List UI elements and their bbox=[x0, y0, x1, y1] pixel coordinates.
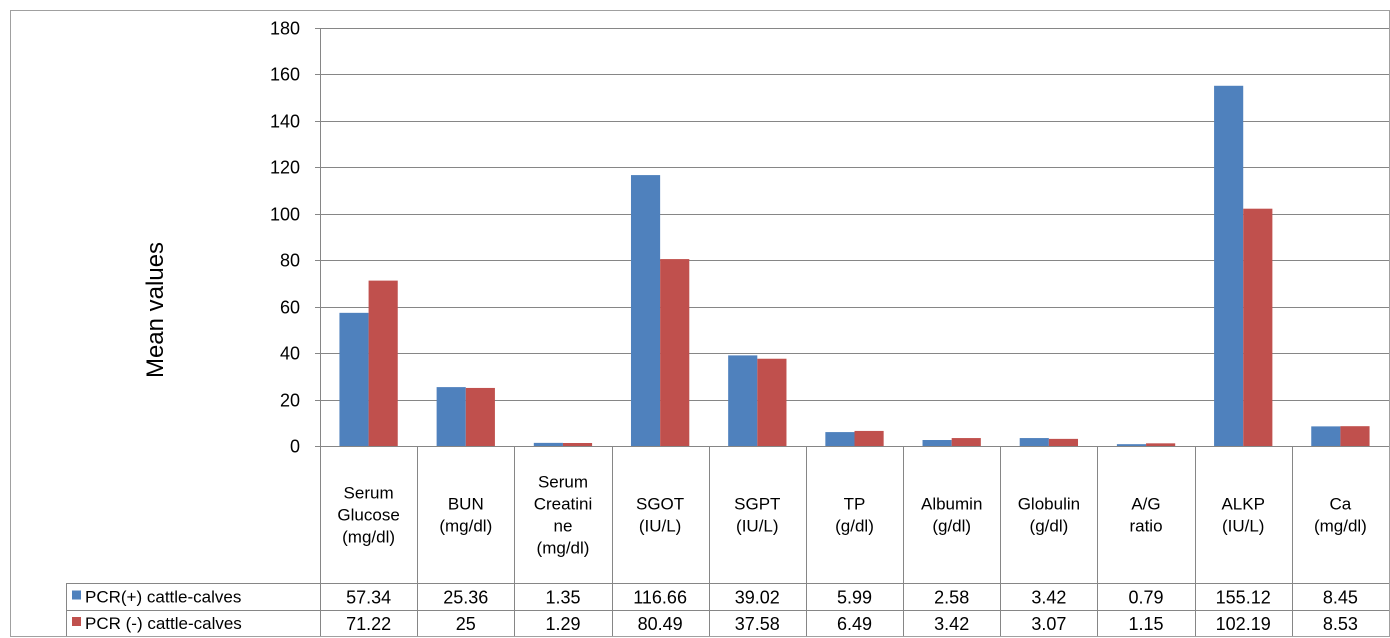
x-category-label: Serum Creatini ne (mg/dl) bbox=[534, 473, 593, 558]
y-tick-label: 180 bbox=[270, 19, 300, 39]
bar-pcr-negative bbox=[465, 387, 495, 446]
x-category-label: Albumin (g/dl) bbox=[921, 495, 982, 536]
legend-key bbox=[72, 617, 81, 626]
data-table-value: 102.19 bbox=[1216, 614, 1271, 634]
x-category-label: ALKP (IU/L) bbox=[1221, 495, 1264, 536]
x-category-label: SGPT (IU/L) bbox=[734, 495, 780, 536]
bar-pcr-negative bbox=[1048, 438, 1079, 446]
data-table-value: 3.07 bbox=[1031, 614, 1066, 634]
legend-entry: PCR (-) cattle-calves bbox=[85, 614, 242, 633]
y-tick-label: 120 bbox=[270, 158, 300, 178]
y-tick-label: 160 bbox=[270, 65, 300, 85]
data-table-value: 1.35 bbox=[545, 588, 580, 608]
y-tick-label: 140 bbox=[270, 112, 300, 132]
x-category-label-line: (mg/dl) bbox=[537, 539, 590, 558]
bar-pcr-positive bbox=[1214, 85, 1244, 446]
x-category-label-line: Globulin bbox=[1018, 495, 1080, 514]
data-table-value: 39.02 bbox=[735, 588, 780, 608]
legend-entry: PCR(+) cattle-calves bbox=[85, 588, 241, 607]
x-category-label-line: ratio bbox=[1129, 517, 1162, 536]
x-category-label-line: (IU/L) bbox=[639, 517, 682, 536]
x-category-label-line: (g/dl) bbox=[932, 517, 971, 536]
x-category-label: Serum Glucose (mg/dl) bbox=[337, 484, 399, 547]
bar-pcr-negative bbox=[854, 430, 884, 446]
bar-pcr-negative bbox=[368, 280, 398, 446]
y-tick-label: 100 bbox=[270, 205, 300, 225]
bar-pcr-negative bbox=[1146, 443, 1176, 446]
x-category-label: TP (g/dl) bbox=[835, 495, 874, 536]
x-category-label-line: A/G bbox=[1131, 495, 1160, 514]
data-table-value: 116.66 bbox=[633, 588, 687, 608]
data-table-value: 3.42 bbox=[934, 614, 969, 634]
data-table-value: 3.42 bbox=[1031, 588, 1066, 608]
data-table-value: 0.79 bbox=[1128, 588, 1163, 608]
bar-pcr-negative bbox=[1340, 426, 1370, 446]
data-table-value: 8.53 bbox=[1323, 614, 1358, 634]
legend-key bbox=[72, 590, 81, 600]
x-category-label-line: (g/dl) bbox=[1030, 517, 1069, 536]
x-category-label-line: BUN bbox=[448, 495, 484, 514]
data-table-value: 80.49 bbox=[638, 614, 683, 634]
data-table-value: 155.12 bbox=[1216, 588, 1271, 608]
y-tick-label: 0 bbox=[290, 437, 300, 457]
chart-area bbox=[10, 10, 1390, 637]
data-table-value: 5.99 bbox=[837, 588, 872, 608]
bar-pcr-negative bbox=[660, 259, 690, 446]
y-tick-label: 20 bbox=[280, 391, 300, 411]
data-table-value: 71.22 bbox=[346, 614, 391, 634]
y-tick-label: 40 bbox=[280, 344, 300, 364]
bar-pcr-positive bbox=[1019, 438, 1049, 446]
x-category-label-line: SGOT bbox=[636, 495, 684, 514]
data-table-value: 2.58 bbox=[934, 588, 969, 608]
x-category-label-line: Glucose bbox=[337, 506, 399, 525]
x-category-label-line: (mg/dl) bbox=[342, 528, 395, 547]
bar-pcr-positive bbox=[339, 312, 369, 446]
y-axis-label: Mean values bbox=[142, 242, 169, 378]
y-tick-label: 80 bbox=[280, 251, 300, 271]
bar-pcr-positive bbox=[436, 387, 466, 446]
x-category-label: BUN (mg/dl) bbox=[439, 495, 492, 536]
x-category-label-line: Serum bbox=[344, 484, 394, 503]
data-table-value: 1.29 bbox=[545, 614, 580, 634]
x-category-label: A/G ratio bbox=[1129, 495, 1162, 536]
data-table-value: 8.45 bbox=[1323, 588, 1358, 608]
bar-pcr-positive bbox=[922, 440, 952, 446]
x-category-label-line: ne bbox=[554, 517, 573, 536]
x-category-label-line: (mg/dl) bbox=[1314, 517, 1367, 536]
x-category-label-line: ALKP bbox=[1221, 495, 1264, 514]
x-category-label-line: (IU/L) bbox=[736, 517, 779, 536]
x-category-label-line: (IU/L) bbox=[1222, 517, 1265, 536]
x-category-label: SGOT (IU/L) bbox=[636, 495, 684, 536]
x-category-label: Globulin (g/dl) bbox=[1018, 495, 1080, 536]
bar-pcr-negative bbox=[562, 443, 593, 446]
data-table-value: 1.15 bbox=[1128, 614, 1163, 634]
bar-pcr-negative bbox=[1243, 208, 1273, 446]
data-table-value: 57.34 bbox=[346, 588, 391, 608]
x-category-label-line: (g/dl) bbox=[835, 517, 874, 536]
bar-pcr-positive bbox=[630, 175, 661, 446]
bar-pcr-negative bbox=[951, 438, 981, 446]
x-category-label-line: (mg/dl) bbox=[439, 517, 492, 536]
bar-pcr-positive bbox=[533, 442, 563, 446]
x-category-label-line: Serum bbox=[538, 473, 588, 492]
data-table-value: 25.36 bbox=[443, 588, 488, 608]
x-category-label-line: Creatini bbox=[534, 495, 593, 514]
data-table-value: 25 bbox=[456, 614, 476, 634]
x-category-label-line: TP bbox=[844, 495, 866, 514]
x-category-label-line: SGPT bbox=[734, 495, 780, 514]
bar-pcr-positive bbox=[1311, 426, 1341, 446]
x-category-label-line: Albumin bbox=[921, 495, 982, 514]
x-category-label: Ca (mg/dl) bbox=[1314, 495, 1367, 536]
x-category-label-line: Ca bbox=[1330, 495, 1352, 514]
bar-pcr-negative bbox=[757, 358, 787, 446]
bar-pcr-positive bbox=[728, 355, 758, 446]
data-table-value: 37.58 bbox=[735, 614, 780, 634]
bar-pcr-positive bbox=[825, 432, 855, 446]
y-tick-label: 60 bbox=[280, 298, 300, 318]
data-table-value: 6.49 bbox=[837, 614, 872, 634]
bar-pcr-positive bbox=[1116, 444, 1147, 446]
